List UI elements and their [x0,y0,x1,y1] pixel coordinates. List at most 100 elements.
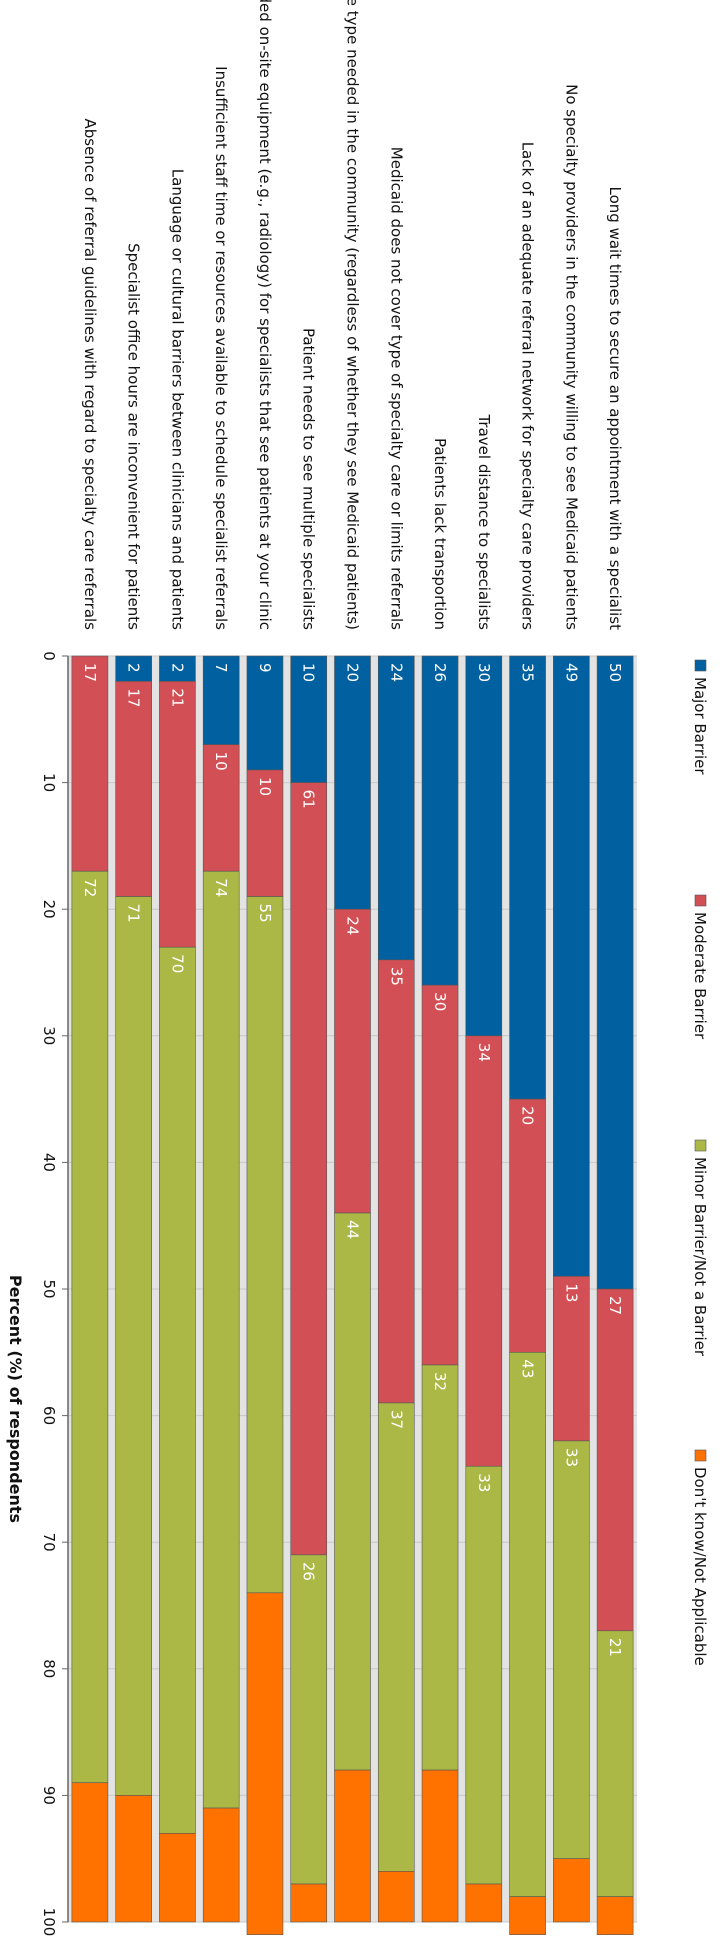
bars: 5027214913333520433034332630322435372024… [71,655,634,1935]
legend-label: Minor Barrier/Not a Barrier [691,1157,709,1357]
data-label: 34 [475,1043,493,1062]
tick-label: 20 [40,900,58,919]
x-axis: 0 10 20 30 40 50 60 70 80 90 100 [40,651,69,1937]
data-label: 26 [300,1562,318,1581]
bar-segment [596,1630,634,1897]
data-label: 9 [256,663,274,673]
data-label: 32 [431,1372,449,1391]
bar-segment [596,1896,634,1935]
bar-segment [246,896,284,1594]
tick-label: 10 [40,773,58,792]
data-label: 17 [125,688,143,707]
bar-segment [465,1035,503,1467]
bar-segment [334,655,371,910]
bar-segment [334,908,371,1214]
legend-label: Moderate Barrier [691,912,709,1040]
category-label: No specialty providers in the community … [562,84,580,630]
data-label: 33 [475,1473,493,1492]
x-axis-title: Percent (%) of respondents [6,1275,25,1523]
bar-segment [509,1896,546,1935]
legend: Major Barrier Moderate Barrier Minor Barri… [691,659,709,1666]
bar-segment [421,1364,459,1771]
data-label: 50 [606,663,624,682]
bar-segment [465,1465,503,1885]
category-label: Patient needs to see multiple specialist… [300,328,318,630]
bar-segment [421,655,459,986]
data-label: 71 [125,904,143,923]
category-label: Specialist office hours are inconvenient… [125,243,143,630]
bar-segment [509,1352,546,1897]
data-label: 10 [256,777,274,796]
data-label: 17 [81,663,99,682]
data-label: 72 [81,878,99,897]
bar-segment [202,870,240,1809]
bar-segment [421,1769,459,1923]
bar-segment [71,655,109,872]
bar-segment [553,1858,590,1923]
legend-label: Major Barrier [691,677,709,775]
bar-segment [159,681,196,948]
data-label: 20 [344,663,362,682]
data-label: 43 [519,1359,537,1378]
data-label: 30 [475,663,493,682]
legend-item: Major Barrier [691,659,709,775]
data-label: 7 [212,663,230,673]
bar-segment [509,1098,546,1353]
data-label: 10 [212,752,230,771]
bar-segment [71,870,109,1784]
data-label: 10 [300,663,318,682]
tick-label: 50 [40,1279,58,1298]
tick-label: 70 [40,1533,58,1552]
data-label: 49 [562,663,580,682]
tick-label: 30 [40,1026,58,1045]
category-labels: Long wait times to secure an appointment… [81,0,624,630]
legend-item: Minor Barrier/Not a Barrier [691,1139,709,1357]
data-label: 24 [387,663,405,682]
data-label: 44 [344,1220,362,1239]
data-label: 13 [562,1283,580,1302]
legend-swatch [694,1449,707,1462]
data-label: 30 [431,992,449,1011]
data-label: 74 [212,878,230,897]
bar-segment [334,1769,371,1923]
data-label: 55 [256,904,274,923]
data-label: 21 [168,688,186,707]
bar-segment [553,655,590,1277]
legend-swatch [694,659,707,672]
bar-segment [290,1554,328,1885]
bar-segment [115,1795,152,1923]
bar-segment [246,655,284,771]
tick-label: 90 [40,1786,58,1805]
data-label: 2 [168,663,186,673]
data-label: 35 [519,663,537,682]
data-label: 24 [344,916,362,935]
bar-segment [377,655,415,961]
bar-segment [421,984,459,1366]
legend-swatch [694,1139,707,1152]
bar-segment [465,1883,503,1923]
bar-segment [377,1871,415,1923]
category-label: Lack of an adequate referral network for… [519,142,537,630]
tick-label: 60 [40,1406,58,1425]
data-label: 61 [300,790,318,809]
bar-segment [596,1288,634,1632]
data-label: 35 [387,967,405,986]
legend-item: Moderate Barrier [691,894,709,1040]
bar-segment [553,1440,590,1860]
legend-swatch [694,894,707,907]
data-label: 27 [606,1296,624,1315]
bar-segment [377,1402,415,1872]
bar-segment [334,1212,371,1771]
tick-label: 0 [40,651,58,661]
data-label: 20 [519,1106,537,1125]
tick-label: 100 [40,1908,58,1937]
bar-segment [71,1782,109,1923]
bar-segment [115,681,152,897]
category-label: Long wait times to secure an appointment… [606,187,624,631]
data-label: 37 [387,1410,405,1429]
bar-segment [159,946,196,1834]
category-label: Patients lack transportion [431,438,449,630]
category-label: Lack of needed on-site equipment (e.g., … [256,0,274,630]
